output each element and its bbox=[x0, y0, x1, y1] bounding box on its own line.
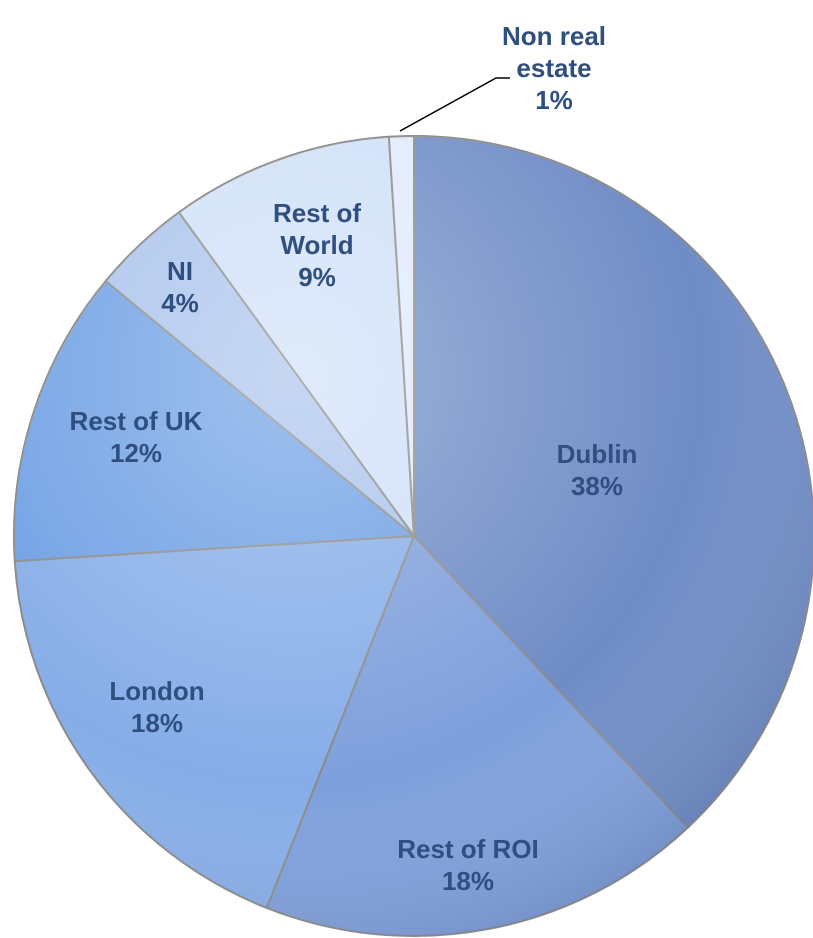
value-label: 38% bbox=[570, 471, 624, 501]
slice-label: Non real estate 1% bbox=[489, 20, 619, 116]
value-label: 12% bbox=[109, 438, 163, 468]
slice-label: Rest of UK 12% bbox=[26, 405, 246, 469]
value-label: 4% bbox=[161, 288, 199, 318]
category-label: Rest of ROI bbox=[397, 834, 539, 864]
slice-label: Rest of World 9% bbox=[247, 197, 387, 293]
value-label: 9% bbox=[298, 262, 336, 292]
slices bbox=[13, 134, 813, 937]
slice-label: Dublin 38% bbox=[487, 438, 707, 502]
category-label: Non real estate bbox=[501, 21, 607, 83]
value-label: 18% bbox=[130, 708, 184, 738]
leader-line bbox=[399, 77, 510, 132]
slice-label: Rest of ROI 18% bbox=[358, 833, 578, 897]
category-label: London bbox=[109, 676, 205, 706]
slice-label: NI 4% bbox=[140, 255, 220, 319]
slice-label: London 18% bbox=[47, 675, 267, 739]
category-label: Rest of World bbox=[272, 198, 362, 260]
category-label: NI bbox=[167, 256, 193, 286]
value-label: 18% bbox=[441, 866, 495, 896]
category-label: Rest of UK bbox=[69, 406, 203, 436]
value-label: 1% bbox=[535, 85, 573, 115]
category-label: Dublin bbox=[556, 439, 638, 469]
